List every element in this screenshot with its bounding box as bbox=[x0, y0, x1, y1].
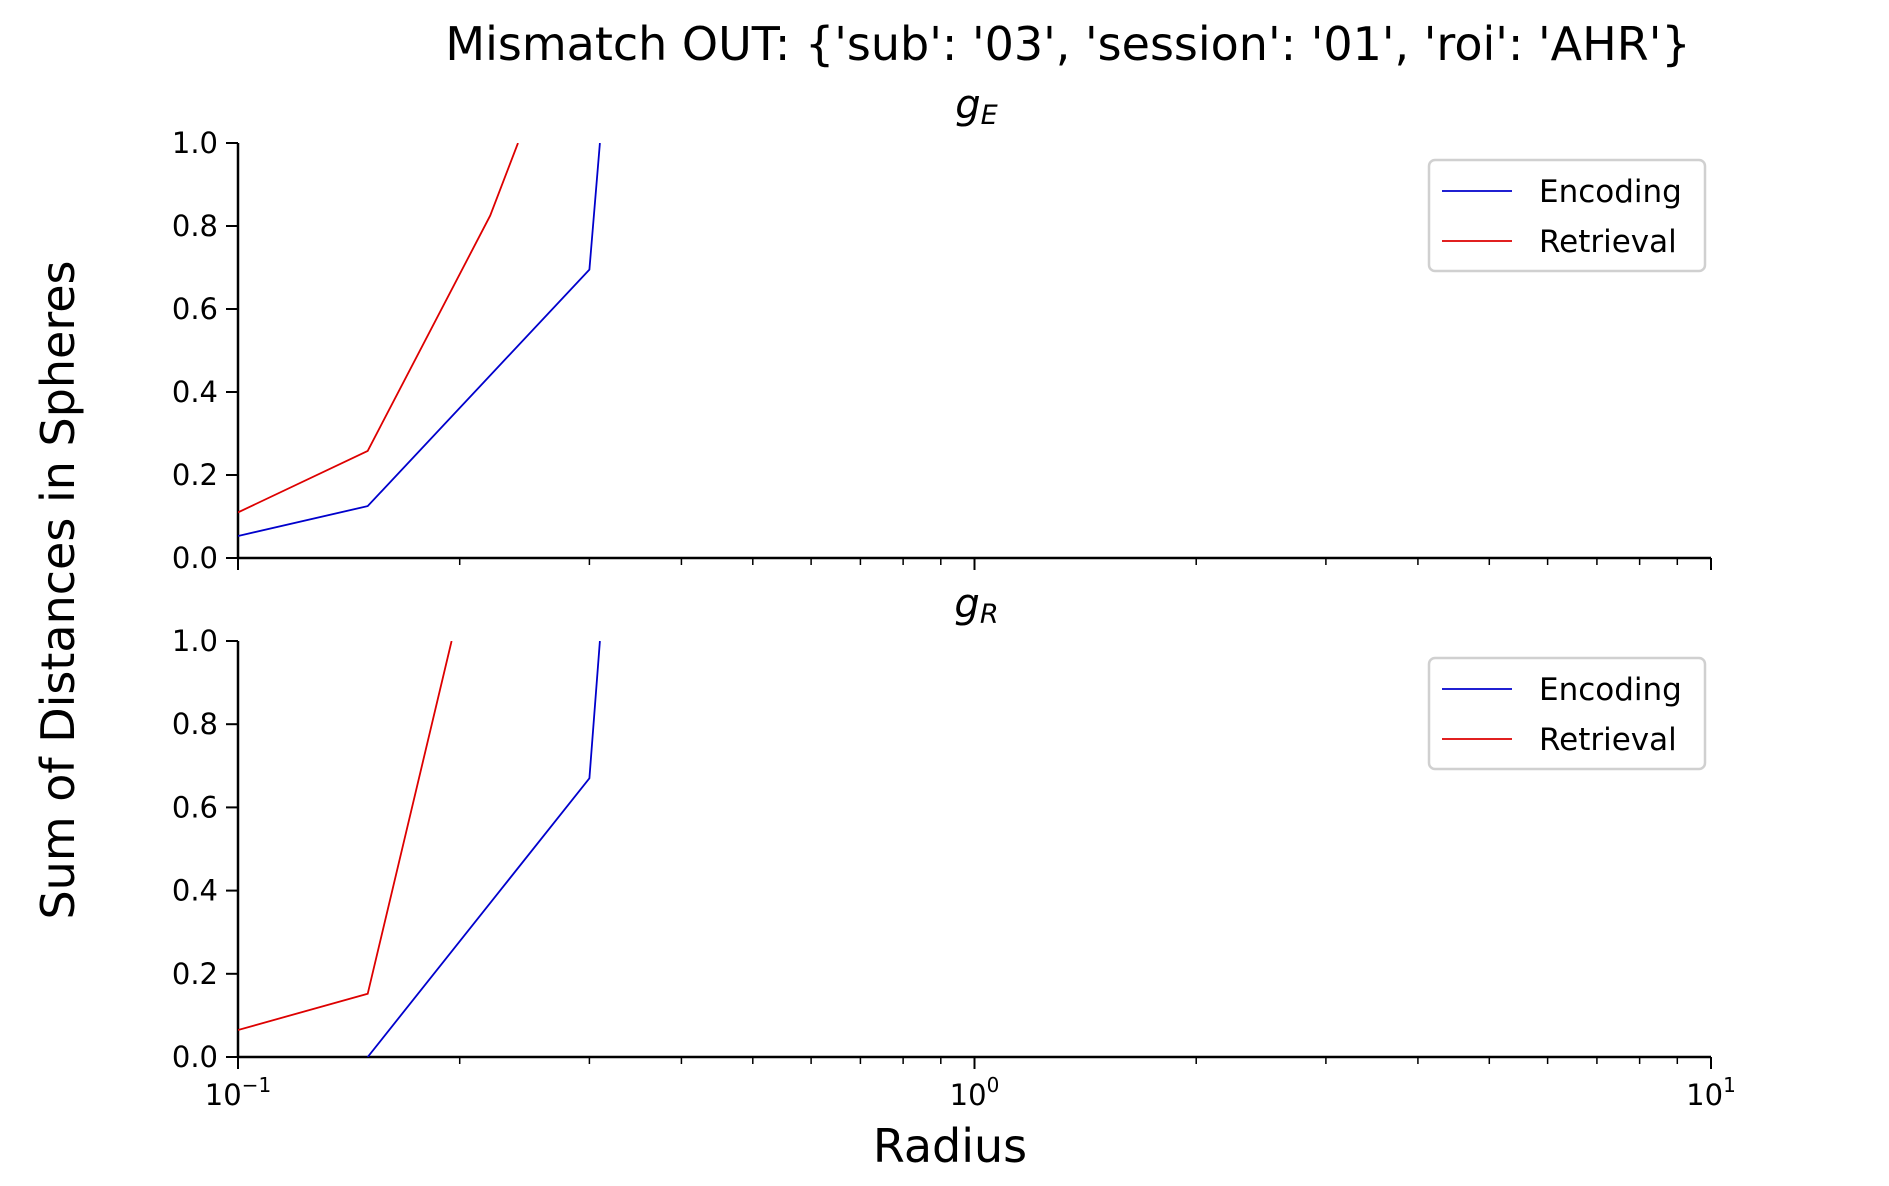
legend-label-retrieval: Retrieval bbox=[1539, 224, 1677, 260]
y-tick-label: 1.0 bbox=[172, 624, 218, 658]
x-tick-label-base: 10 bbox=[1686, 1078, 1723, 1112]
x-tick-label-exponent: 0 bbox=[987, 1073, 1000, 1097]
series-line-encoding bbox=[366, 641, 601, 1057]
y-tick-label: 0.4 bbox=[172, 375, 218, 409]
series-line-retrieval bbox=[238, 641, 453, 1031]
x-tick-label: 101 bbox=[1686, 1073, 1736, 1112]
legend-label-retrieval: Retrieval bbox=[1539, 722, 1677, 758]
subplot-title-base: g bbox=[955, 82, 980, 128]
y-tick-label: 0.6 bbox=[172, 292, 218, 326]
y-tick-label: 0.0 bbox=[172, 541, 218, 575]
subplot-title: gE bbox=[955, 82, 997, 131]
legend-box bbox=[1427, 656, 1707, 771]
x-tick-label-base: 10 bbox=[950, 1078, 987, 1112]
y-tick-label: 0.6 bbox=[172, 790, 218, 824]
subplot-title-base: g bbox=[954, 581, 979, 627]
legend-label-encoding: Encoding bbox=[1539, 174, 1682, 210]
figure-title: Mismatch OUT: {'sub': '03', 'session': '… bbox=[445, 17, 1690, 71]
x-tick-label: 10−1 bbox=[205, 1073, 271, 1112]
y-tick-label: 0.2 bbox=[172, 957, 218, 991]
y-tick-label: 1.0 bbox=[172, 126, 218, 160]
subplot-1: gE 0.0 0.2 0.4 0.6 0.8 1.0 Encoding Retrieval bbox=[172, 82, 1712, 575]
legend-box bbox=[1427, 158, 1707, 273]
subplot-title-subscript: R bbox=[980, 599, 999, 630]
x-axis-label: Radius bbox=[873, 1119, 1027, 1173]
x-tick-label-exponent: −1 bbox=[242, 1073, 271, 1097]
x-tick-label-exponent: 1 bbox=[1723, 1073, 1736, 1097]
legend-label-encoding: Encoding bbox=[1539, 672, 1682, 708]
y-tick-label: 0.8 bbox=[172, 209, 218, 243]
y-tick-label: 0.2 bbox=[172, 458, 218, 492]
subplot-title-subscript: E bbox=[981, 100, 998, 131]
y-axis-label: Sum of Distances in Spheres bbox=[31, 260, 85, 919]
series-line-encoding bbox=[238, 143, 601, 537]
series-line-retrieval bbox=[238, 143, 519, 514]
subplot-2: gR0.00.20.40.60.81.010−1 100 101EncodingRe… bbox=[172, 581, 1736, 1112]
y-tick-label: 0.0 bbox=[172, 1040, 218, 1074]
plots-group: gE0.00.20.40.60.81.0EncodingRetrievalgR0… bbox=[172, 82, 1736, 1112]
x-tick-label-base: 10 bbox=[205, 1078, 242, 1112]
y-tick-label: 0.8 bbox=[172, 707, 218, 741]
subplot-title: gR bbox=[954, 581, 998, 630]
y-tick-label: 0.4 bbox=[172, 874, 218, 908]
x-tick-label: 100 bbox=[950, 1073, 1000, 1112]
